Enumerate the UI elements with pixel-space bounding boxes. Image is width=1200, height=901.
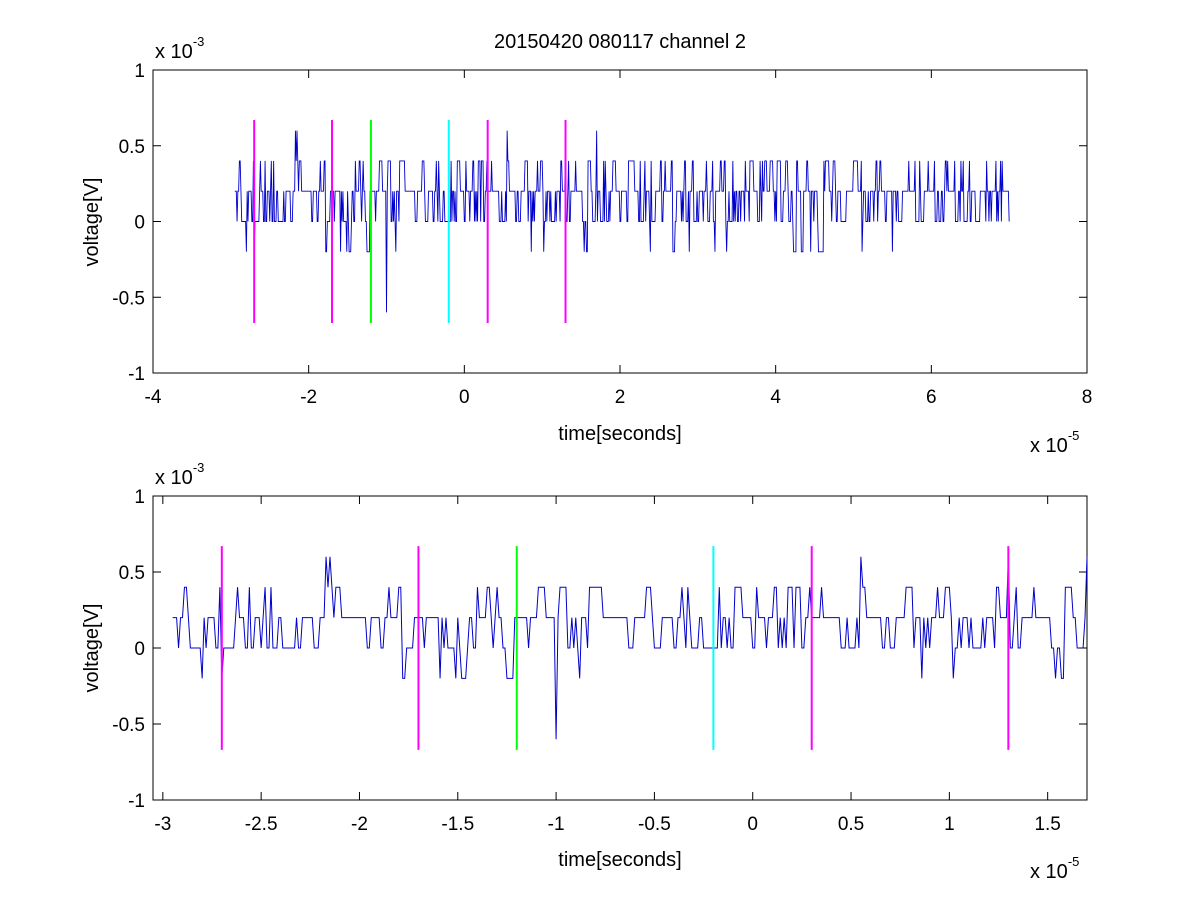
top-signal-line [234, 130, 1010, 313]
top-signal-series [234, 130, 1010, 313]
top-y-tick-label: 1 [134, 61, 145, 82]
top-x-axis-label: time[seconds] [558, 423, 681, 445]
bottom-signal-line [172, 556, 1088, 740]
bottom-y-multiplier: x 10-3 [155, 460, 204, 489]
bottom-signal-series [172, 556, 1088, 740]
bottom-y-tick-label: 1 [134, 487, 145, 508]
bottom-x-tick-label: 0.5 [838, 814, 864, 835]
top-y-tick-label: 0.5 [119, 137, 145, 158]
top-y-tick-label: 0 [134, 213, 145, 234]
bottom-marker-lines [220, 546, 1010, 750]
bottom-x-tick-label: -2 [351, 814, 368, 835]
top-x-tick-label: -4 [145, 387, 162, 408]
top-panel: -4 -2 0 2 4 6 8 -1 -0.5 0 0.5 1 time[seconds] volt… [81, 34, 1092, 457]
top-y-tick-label: -0.5 [112, 288, 145, 309]
bottom-x-tick-label: -3 [154, 814, 171, 835]
top-x-tick-label: 4 [770, 387, 781, 408]
bottom-x-tick-label: -0.5 [638, 814, 671, 835]
top-y-ticks: -1 -0.5 0 0.5 1 [112, 61, 1087, 385]
bottom-x-tick-label: 1.5 [1034, 814, 1060, 835]
top-y-tick-label: -1 [128, 364, 145, 385]
bottom-x-tick-label: 0 [747, 814, 758, 835]
top-y-axis-label: voltage[V] [81, 178, 103, 267]
top-x-tick-label: 2 [615, 387, 626, 408]
bottom-y-tick-label: -0.5 [112, 715, 145, 736]
bottom-x-tick-label: -2.5 [245, 814, 278, 835]
top-x-tick-label: -2 [300, 387, 317, 408]
top-x-tick-label: 6 [926, 387, 937, 408]
bottom-x-axis-label: time[seconds] [558, 849, 681, 871]
bottom-y-tick-label: 0.5 [119, 563, 145, 584]
bottom-y-tick-label: -1 [128, 791, 145, 812]
bottom-x-multiplier: x 10-5 [1030, 854, 1079, 883]
top-x-tick-label: 8 [1082, 387, 1093, 408]
top-x-ticks: -4 -2 0 2 4 6 8 [145, 70, 1093, 408]
bottom-y-ticks: -1 -0.5 0 0.5 1 [112, 487, 1087, 812]
bottom-x-ticks: -3 -2.5 -2 -1.5 -1 -0.5 0 0.5 1 1.5 [154, 496, 1061, 835]
bottom-y-axis-label: voltage[V] [81, 604, 103, 693]
figure-title: 20150420 080117 channel 2 [494, 31, 746, 53]
top-x-multiplier: x 10-5 [1030, 428, 1079, 457]
top-marker-lines [253, 119, 567, 324]
bottom-x-tick-label: -1.5 [441, 814, 474, 835]
bottom-y-tick-label: 0 [134, 639, 145, 660]
top-x-tick-label: 0 [459, 387, 470, 408]
bottom-x-tick-label: 1 [944, 814, 955, 835]
bottom-x-tick-label: -1 [548, 814, 565, 835]
top-y-multiplier: x 10-3 [155, 34, 204, 63]
bottom-panel: -3 -2.5 -2 -1.5 -1 -0.5 0 0.5 1 1.5 -1 -0.5 0 0.5 1 t… [81, 460, 1088, 883]
